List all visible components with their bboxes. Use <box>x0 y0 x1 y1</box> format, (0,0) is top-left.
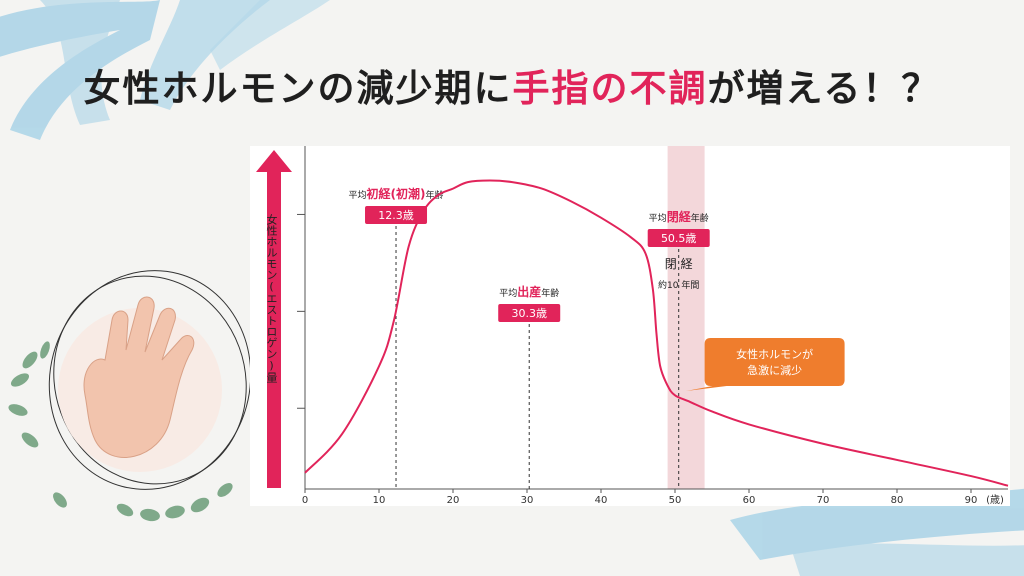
marker-value: 50.5歳 <box>661 232 697 245</box>
title-part1: 女性ホルモンの減少期に <box>83 67 513 110</box>
x-tick-label: 40 <box>595 495 608 506</box>
marker-value: 30.3歳 <box>511 307 546 320</box>
chart-svg: 0 10 20 30 40 50 60 70 80 90 (歳) 平均初経(初潮)年齢12.3歳平均… <box>297 146 1009 506</box>
marker-value-box <box>498 304 561 322</box>
callout-line2: 急激に減少 <box>747 363 802 377</box>
marker-value: 12.3歳 <box>378 209 414 222</box>
y-axis-label: 女性ホルモン(エストロゲン)量 <box>265 214 278 383</box>
x-tick-label: 50 <box>669 495 682 506</box>
band-duration-label: 約10 年間 <box>658 279 699 291</box>
hand-illustration <box>8 270 252 522</box>
callout-line1: 女性ホルモンが <box>736 347 813 361</box>
callout-shape <box>686 338 845 391</box>
marker-value-box <box>647 229 710 247</box>
brush-stroke-top-left <box>0 0 330 140</box>
x-tick-label: 30 <box>521 495 534 506</box>
x-tick-label: 10 <box>373 495 386 506</box>
x-tick-label: 80 <box>891 495 904 506</box>
x-tick-label: 70 <box>817 495 830 506</box>
x-tick-label: 90 <box>965 495 978 506</box>
x-tick-label: 20 <box>447 495 460 506</box>
marker-caption: 平均初経(初潮)年齢 <box>349 186 444 201</box>
page-title: 女性ホルモンの減少期に手指の不調が増える！？ <box>0 58 1024 112</box>
x-unit-label: (歳) <box>986 494 1004 506</box>
callout-box: 女性ホルモンが 急激に減少 <box>686 338 845 391</box>
marker-value-box <box>365 206 428 224</box>
title-part2: が増える！？ <box>707 67 941 110</box>
y-axis-arrow <box>256 150 292 488</box>
hand-icon <box>83 296 195 458</box>
title-accent: 手指の不調 <box>512 67 708 110</box>
x-tick-label: 0 <box>302 495 308 506</box>
estrogen-line <box>304 179 1009 487</box>
marker-caption: 平均閉経年齢 <box>649 209 709 224</box>
brush-stroke-bottom-right <box>730 488 1024 576</box>
chart-panel: 0 10 20 30 40 50 60 70 80 90 (歳) 平均初経(初潮)年齢 12.3歳 平均… <box>250 146 1010 506</box>
menopause-band <box>667 146 705 489</box>
x-tick-label: 60 <box>743 495 756 506</box>
band-title-label: 閉 経 <box>665 257 693 271</box>
wreath-ring <box>48 270 252 490</box>
leaf-decoration <box>8 341 233 522</box>
marker-caption: 平均出産年齢 <box>499 284 559 299</box>
